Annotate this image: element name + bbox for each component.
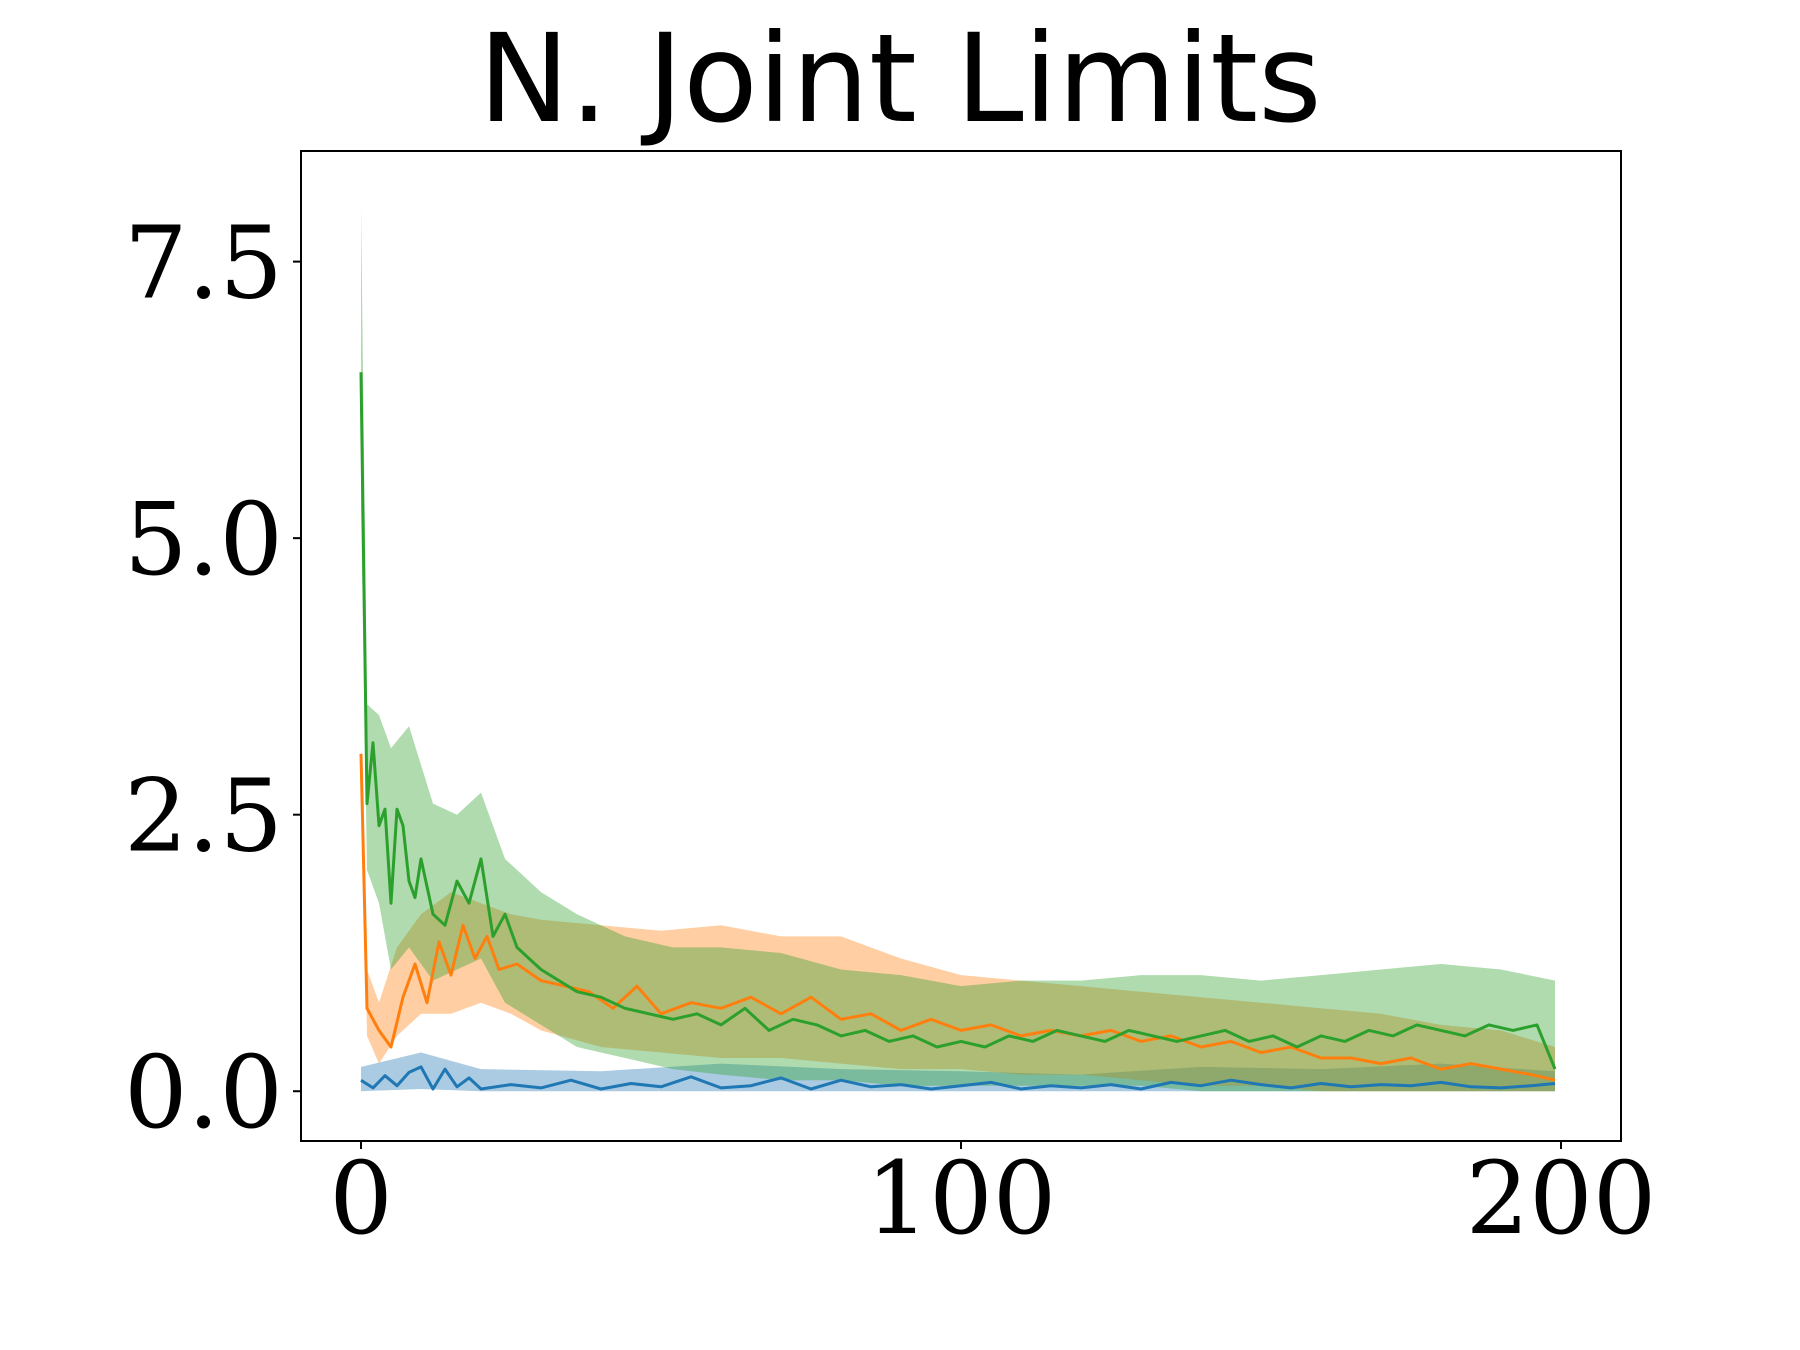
series-3-band (361, 206, 1555, 1092)
x-tick-label: 200 (1466, 1140, 1657, 1257)
y-tick-label: 0.0 (124, 1034, 283, 1151)
y-tick-label: 2.5 (124, 758, 283, 875)
y-axis: 0.0 2.5 5.0 7.5 (124, 205, 301, 1151)
y-tick-label: 5.0 (124, 481, 283, 598)
series-2-band (361, 742, 1555, 1092)
confidence-bands (361, 206, 1555, 1092)
series-3-line (359, 372, 1557, 1070)
series-1-band (361, 1052, 1555, 1092)
x-tick-label: 0 (329, 1140, 393, 1257)
x-axis: 0 100 200 (329, 1140, 1656, 1257)
series-lines (359, 372, 1557, 1091)
x-tick-label: 100 (866, 1140, 1057, 1257)
y-tick-label: 7.5 (124, 205, 283, 322)
series-1-line (360, 1065, 1556, 1091)
series-2-line (359, 753, 1556, 1082)
chart-title: N. Joint Limits (478, 8, 1322, 150)
